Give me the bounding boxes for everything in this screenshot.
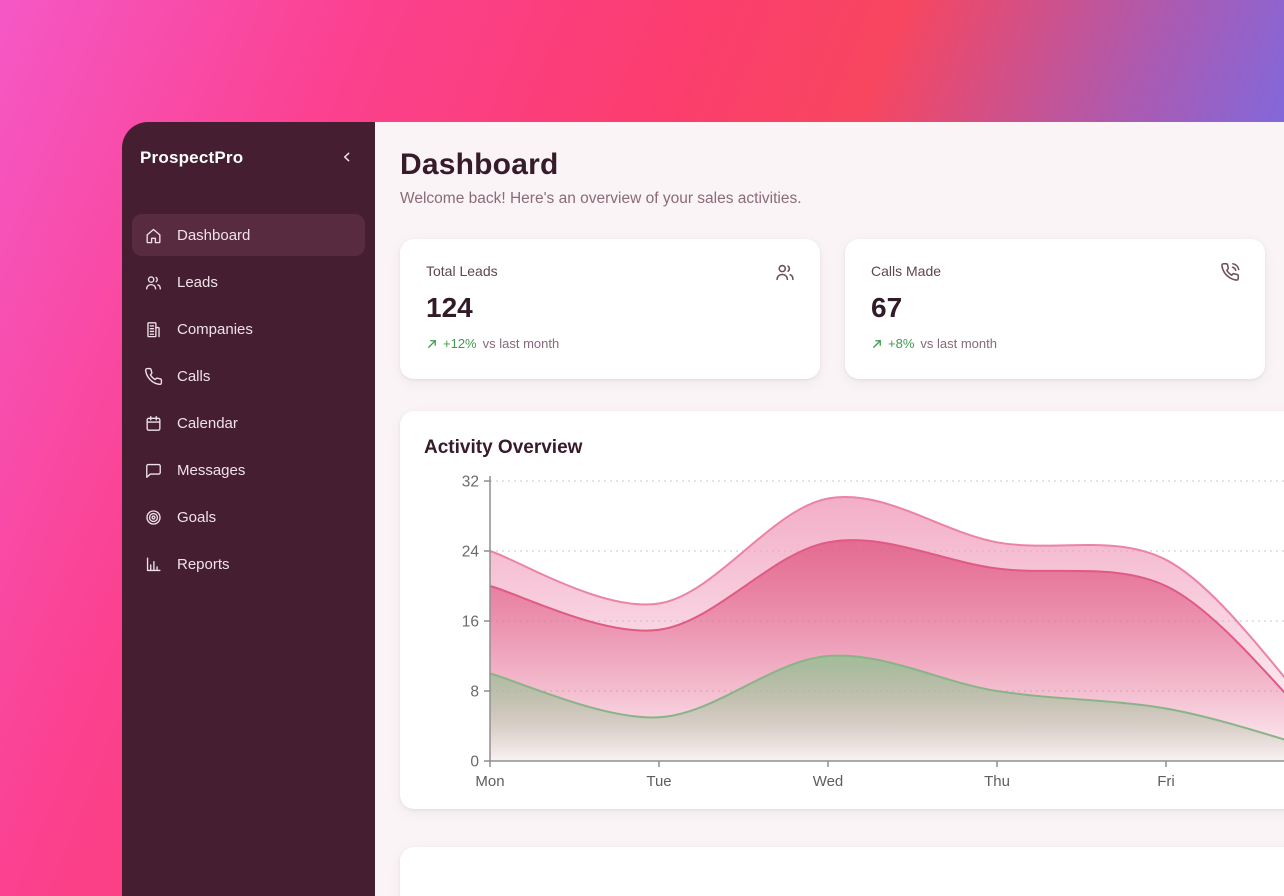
stat-card-calls-made: Calls Made 67 +8% vs last month bbox=[845, 239, 1265, 379]
page-title: Dashboard bbox=[400, 148, 559, 181]
partial-bottom-card bbox=[400, 847, 1284, 896]
sidebar-item-label: Reports bbox=[177, 555, 230, 573]
green-area-line bbox=[489, 654, 1284, 741]
sidebar-item-label: Goals bbox=[177, 508, 217, 526]
trend-up-icon bbox=[428, 339, 436, 348]
x-tick-label: Thu bbox=[984, 773, 1010, 790]
y-tick-label: 32 bbox=[462, 474, 479, 491]
sidebar-item-reports[interactable]: Reports bbox=[132, 543, 365, 585]
x-tick-label: Mon bbox=[475, 773, 504, 790]
stat-label: Total Leads bbox=[426, 263, 498, 279]
trend-value: +12% bbox=[443, 336, 477, 351]
sidebar-item-goals[interactable]: Goals bbox=[132, 496, 365, 538]
sidebar-item-label: Companies bbox=[177, 320, 253, 338]
sidebar-item-messages[interactable]: Messages bbox=[132, 449, 365, 491]
sidebar-item-label: Leads bbox=[177, 273, 218, 291]
stat-card-total-leads: Total Leads 124 +12% vs last month bbox=[400, 239, 820, 379]
main-content: Dashboard Welcome back! Here's an overvi… bbox=[375, 122, 1284, 896]
sidebar-item-calendar[interactable]: Calendar bbox=[132, 402, 365, 444]
chart-title: Activity Overview bbox=[424, 437, 583, 458]
bar-chart-icon bbox=[146, 556, 161, 571]
green-area-fill bbox=[490, 655, 1284, 761]
sidebar-item-dashboard[interactable]: Dashboard bbox=[132, 214, 365, 256]
app-logo: ProspectPro bbox=[140, 148, 244, 167]
stat-value: 67 bbox=[871, 292, 903, 323]
sidebar-item-calls[interactable]: Calls bbox=[132, 355, 365, 397]
x-tick-label: Fri bbox=[1157, 773, 1175, 790]
trend-value: +8% bbox=[888, 336, 915, 351]
stat-trend: +8% vs last month bbox=[871, 336, 1239, 351]
sidebar-item-label: Dashboard bbox=[177, 226, 251, 244]
content: Dashboard Welcome back! Here's an overvi… bbox=[375, 122, 1284, 896]
light-pink-area-line bbox=[489, 496, 1284, 679]
y-tick-label: 8 bbox=[470, 684, 479, 701]
stats-row: Total Leads 124 +12% vs last month Calls Mad… bbox=[400, 239, 1284, 379]
phone-call-icon bbox=[1221, 262, 1240, 281]
y-tick-label: 16 bbox=[462, 614, 479, 631]
x-tick-label: Wed bbox=[813, 773, 844, 790]
sidebar-item-companies[interactable]: Companies bbox=[132, 308, 365, 350]
users-icon bbox=[776, 264, 794, 281]
stat-icon-wrap bbox=[774, 261, 796, 288]
sidebar-header: ProspectPro bbox=[132, 146, 365, 170]
activity-area-chart: 0 8 16 24 32 Mon Tue Wed Thu Fri bbox=[462, 474, 1284, 790]
chat-icon bbox=[146, 463, 161, 478]
phone-icon bbox=[144, 367, 163, 385]
stat-icon-wrap bbox=[1219, 261, 1241, 288]
home-icon bbox=[146, 228, 161, 243]
sidebar-item-label: Calls bbox=[177, 367, 211, 385]
target-icon bbox=[146, 509, 161, 525]
trend-up-icon bbox=[873, 339, 881, 348]
users-icon bbox=[146, 275, 161, 290]
rose-area-line bbox=[489, 539, 1284, 694]
y-tick-label: 0 bbox=[470, 754, 479, 771]
y-tick-label: 24 bbox=[462, 544, 480, 561]
trend-suffix: vs last month bbox=[482, 336, 560, 351]
sidebar-item-leads[interactable]: Leads bbox=[132, 261, 365, 303]
chevron-left-icon bbox=[343, 152, 350, 161]
sidebar-nav: Dashboard Leads Companies Calls Calendar Mess… bbox=[132, 214, 365, 585]
app-window: ProspectPro Dashboard Leads Companies Calls… bbox=[122, 122, 1284, 896]
sidebar-item-label: Messages bbox=[177, 461, 246, 479]
sidebar: ProspectPro Dashboard Leads Companies Calls… bbox=[122, 122, 375, 896]
chevron-left-icon bbox=[339, 149, 355, 168]
calendar-icon bbox=[146, 415, 161, 431]
sidebar-collapse-button[interactable] bbox=[335, 146, 359, 170]
x-tick-label: Tue bbox=[646, 773, 671, 790]
stat-label: Calls Made bbox=[871, 263, 942, 279]
sidebar-item-label: Calendar bbox=[177, 414, 238, 432]
building-icon bbox=[147, 321, 160, 337]
activity-overview-card: Activity Overview 0 8 16 24 32 Mon Tue Wed Thu Fr… bbox=[400, 411, 1284, 809]
trend-suffix: vs last month bbox=[920, 336, 997, 351]
stat-value: 124 bbox=[426, 292, 473, 323]
page-subtitle: Welcome back! Here's an overview of your… bbox=[400, 190, 802, 207]
stat-trend: +12% vs last month bbox=[426, 336, 794, 351]
